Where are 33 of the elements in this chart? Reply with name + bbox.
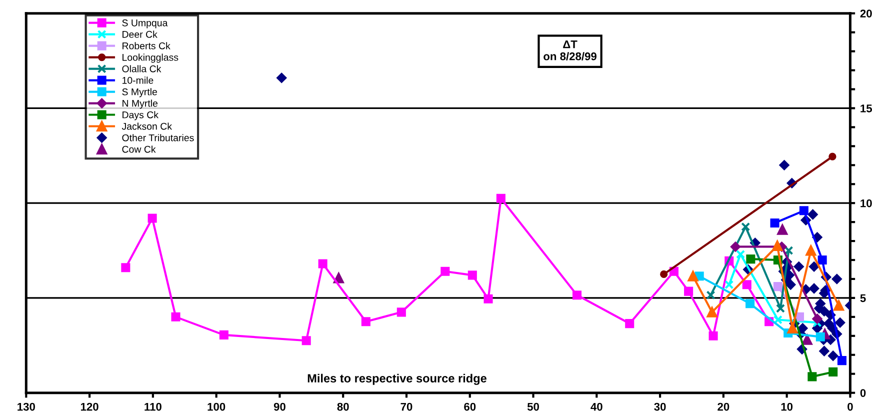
legend-label: Other Tributaries (122, 134, 194, 142)
x-tick-label: 80 (337, 402, 349, 411)
y-tick-label: 15 (860, 104, 872, 112)
x-tick-label: 0 (848, 402, 853, 411)
annotation: ΔT on 8/28/99 (544, 40, 596, 60)
x-tick-label: 130 (18, 402, 35, 411)
legend-label: Cow Ck (122, 146, 156, 153)
legend-label: Roberts Ck (122, 42, 170, 50)
legend-label: Olalla Ck (122, 65, 162, 72)
legend-label: Lookingglass (122, 54, 178, 63)
legend-label: S Umpqua (122, 19, 168, 28)
y-tick-label: 10 (860, 199, 872, 208)
x-tick-label: 10 (781, 402, 793, 411)
legend-label: Deer Ck (122, 30, 158, 38)
legend-label: Jackson Ck (122, 122, 172, 130)
x-tick-label: 70 (400, 402, 412, 411)
x-tick-label: 20 (718, 402, 730, 411)
y-tick-label: 5 (860, 294, 866, 302)
x-tick-label: 100 (208, 402, 226, 411)
legend-label: 10-mile (122, 76, 154, 84)
legend-label: Days Ck (122, 111, 159, 120)
x-tick-label: 90 (274, 402, 286, 411)
legend-label: N Myrtle (122, 100, 158, 109)
x-tick-label: 50 (527, 402, 539, 411)
x-tick-label: 120 (80, 402, 98, 411)
x-tick-label: 110 (144, 402, 162, 411)
y-tick-label: 20 (860, 10, 872, 18)
legend-label: S Myrtle (122, 88, 157, 98)
x-axis-title: Miles to respective source ridge (308, 374, 486, 385)
x-tick-label: 60 (464, 402, 476, 411)
y-tick-label: 0 (860, 389, 866, 397)
x-tick-label: 30 (654, 402, 666, 411)
x-tick-label: 40 (590, 402, 602, 411)
